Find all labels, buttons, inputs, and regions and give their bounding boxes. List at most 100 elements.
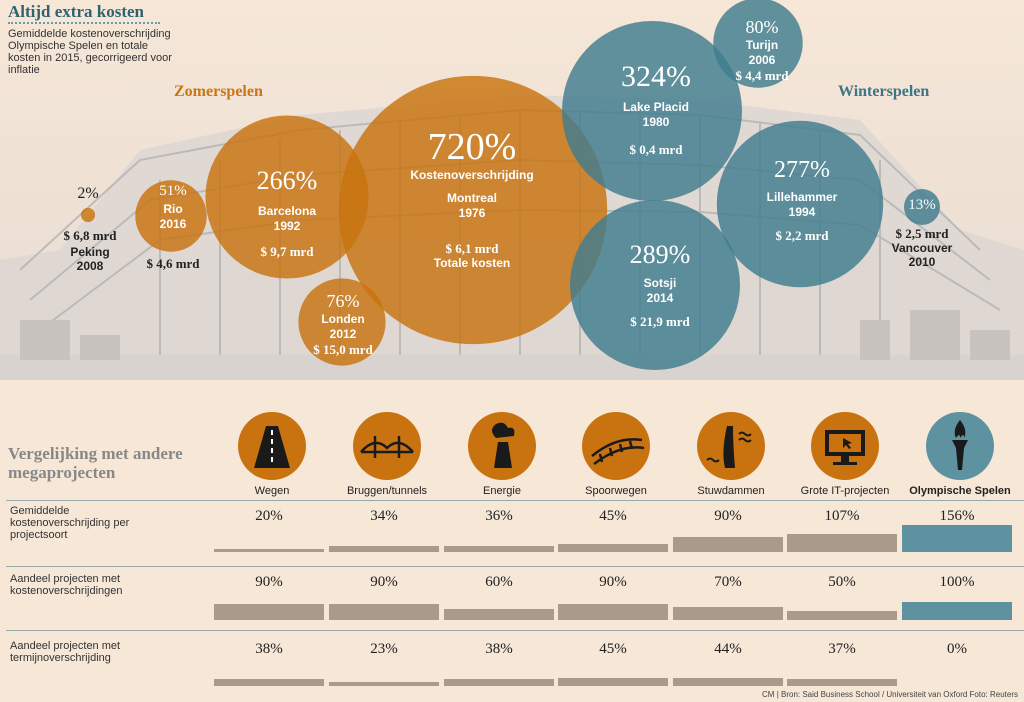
- lillehammer-pct: 277%: [774, 157, 830, 183]
- barcelona-pct: 266%: [256, 166, 318, 195]
- torch-icon: [926, 412, 994, 480]
- bar-share-overrun-6: [902, 602, 1012, 620]
- value-overrun-3: 45%: [599, 508, 627, 524]
- turijn-cost: $ 4,4 mrd: [735, 68, 789, 83]
- value-share-overrun-4: 70%: [714, 574, 742, 590]
- lillehammer-name: Lillehammer: [766, 190, 838, 204]
- computer-icon: [811, 412, 879, 480]
- turijn-name: Turijn: [745, 38, 779, 52]
- lillehammer-label: 277% Lillehammer 1994 $ 2,2 mrd: [744, 158, 860, 243]
- value-overrun-0: 20%: [255, 508, 283, 524]
- bar-overrun-6: [902, 525, 1012, 552]
- londen-cost: $ 15,0 mrd: [313, 342, 373, 357]
- lillehammer-cost: $ 2,2 mrd: [775, 228, 829, 243]
- value-delay-3: 45%: [599, 641, 627, 657]
- sotsji-pct: 289%: [629, 240, 691, 269]
- montreal-cost-caption: Totale kosten: [433, 256, 511, 270]
- summer-games-label: Zomerspelen: [174, 83, 263, 100]
- bubble-barcelona: [205, 115, 369, 279]
- bubble-turijn: [713, 0, 803, 88]
- montreal-caption: Kostenoverschrijding: [410, 168, 534, 182]
- londen-name: Londen: [321, 312, 365, 326]
- vancouver-cost: $ 2,5 mrd: [895, 226, 949, 241]
- bubble-lillehammer: [716, 120, 884, 288]
- category-label-bruggen: Bruggen/tunnels: [346, 485, 428, 497]
- bar-share-overrun-3: [558, 603, 668, 620]
- title-underline: [8, 22, 160, 24]
- sotsji-year: 2014: [646, 291, 674, 305]
- road-icon: [238, 412, 306, 480]
- sotsji-cost: $ 21,9 mrd: [630, 314, 690, 329]
- montreal-label: 720% Kostenoverschrijding Montreal 1976 …: [392, 128, 552, 271]
- comparison-title: Vergelijking met andere megaprojecten: [8, 444, 183, 482]
- bridge-icon: [353, 412, 421, 480]
- turijn-year: 2006: [748, 53, 776, 67]
- bar-overrun-3: [558, 544, 668, 552]
- value-share-overrun-0: 90%: [255, 574, 283, 590]
- category-label-it: Grote IT-projecten: [800, 485, 890, 497]
- category-label-spoorwegen: Spoorwegen: [585, 485, 647, 497]
- bar-share-overrun-5: [787, 611, 897, 620]
- montreal-year: 1976: [458, 206, 486, 220]
- bubble-chart: [80, 0, 941, 370]
- railway-icon: [582, 412, 650, 480]
- value-overrun-6: 156%: [939, 508, 975, 524]
- barcelona-label: 266% Barcelona 1992 $ 9,7 mrd: [232, 166, 342, 260]
- value-overrun-2: 36%: [485, 508, 513, 524]
- vancouver-pct: 13%: [908, 197, 936, 213]
- bubble-londen: [298, 278, 386, 366]
- value-overrun-1: 34%: [370, 508, 398, 524]
- londen-year: 2012: [329, 327, 357, 341]
- peking-year: 2008: [76, 259, 104, 273]
- row-divider: [6, 500, 1024, 501]
- value-share-overrun-3: 90%: [599, 574, 627, 590]
- sotsji-name: Sotsji: [643, 276, 677, 290]
- value-delay-4: 44%: [714, 641, 742, 657]
- row-label-overrun: Gemiddelde kostenoverschrijding per proj…: [10, 505, 130, 541]
- lakeplacid-name: Lake Placid: [622, 100, 690, 114]
- bar-share-overrun-0: [214, 603, 324, 620]
- lakeplacid-year: 1980: [642, 115, 670, 129]
- montreal-cost: $ 6,1 mrd: [445, 241, 499, 256]
- peking-pct: 2%: [77, 185, 99, 202]
- bar-delay-3: [558, 677, 668, 686]
- row-label-share-overrun: Aandeel projecten met kostenoverschrijdi…: [10, 573, 123, 597]
- value-delay-6: 0%: [947, 641, 967, 657]
- peking-name: Peking: [70, 245, 110, 259]
- vancouver-name: Vancouver: [891, 241, 953, 255]
- lakeplacid-pct: 324%: [621, 60, 691, 93]
- bubble-peking: [80, 207, 96, 223]
- montreal-name: Montreal: [446, 191, 497, 205]
- bar-delay-5: [787, 679, 897, 686]
- sotsji-label: 289% Sotsji 2014 $ 21,9 mrd: [602, 240, 718, 330]
- value-share-overrun-2: 60%: [485, 574, 513, 590]
- category-label-stuwdammen: Stuwdammen: [697, 485, 765, 497]
- bubble-rio: [135, 180, 207, 252]
- vancouver-pct-wrap: 13%: [902, 198, 942, 213]
- bar-overrun-4: [673, 536, 783, 552]
- value-overrun-4: 90%: [714, 508, 742, 524]
- bar-overrun-0: [214, 548, 324, 552]
- value-share-overrun-1: 90%: [370, 574, 398, 590]
- lakeplacid-cost: $ 0,4 mrd: [629, 142, 683, 157]
- lakeplacid-label: 324% Lake Placid 1980 $ 0,4 mrd: [596, 60, 716, 158]
- bar-delay-0: [214, 679, 324, 686]
- source-credit: CM | Bron: Said Business School / Univer…: [762, 690, 1018, 699]
- bubble-vancouver: [903, 188, 941, 226]
- londen-pct: 76%: [326, 291, 360, 311]
- turijn-label: 80% Turijn 2006 $ 4,4 mrd: [724, 18, 800, 83]
- row-divider: [6, 630, 1024, 631]
- value-share-overrun-5: 50%: [828, 574, 856, 590]
- rio-name: Rio: [163, 202, 183, 216]
- barcelona-cost: $ 9,7 mrd: [260, 244, 314, 259]
- lillehammer-year: 1994: [788, 205, 816, 219]
- bubble-sotsji: [570, 200, 740, 370]
- bar-overrun-2: [444, 545, 554, 552]
- bubble-montreal: [338, 75, 608, 345]
- row-divider: [6, 566, 1024, 567]
- bar-delay-1: [329, 681, 439, 686]
- bar-share-overrun-1: [329, 603, 439, 620]
- bar-overrun-1: [329, 546, 439, 552]
- turijn-pct: 80%: [745, 17, 779, 37]
- vancouver-year: 2010: [908, 255, 936, 269]
